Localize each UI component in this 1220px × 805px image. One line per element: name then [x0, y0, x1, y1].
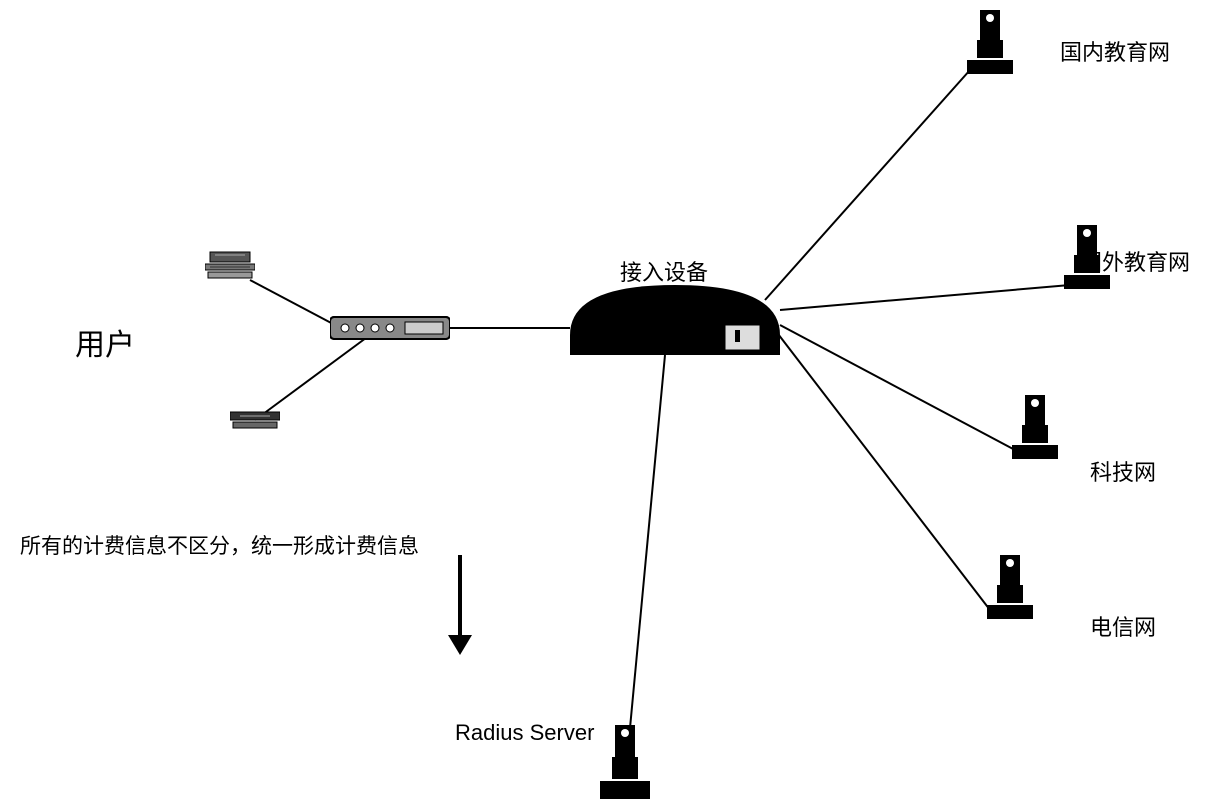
edge-user-bottom-switch: [255, 335, 370, 420]
tech-server-icon: [1010, 395, 1060, 460]
edu-cn-label: 国内教育网: [1060, 35, 1170, 67]
user-computer-bottom-icon: [230, 410, 280, 440]
edu-foreign-server-icon: [1062, 225, 1112, 290]
radius-server-icon: [600, 725, 650, 790]
edge-gateway-edu-cn: [765, 70, 970, 300]
edu-cn-server-icon: [965, 10, 1015, 75]
gateway-icon: [570, 280, 780, 355]
arrow-down-icon: [445, 555, 475, 655]
user-label: 用户: [75, 320, 135, 364]
billing-note-label: 所有的计费信息不区分，统一形成计费信息: [20, 530, 419, 560]
telecom-label: 电信网: [1090, 610, 1156, 642]
edge-gateway-radius: [630, 355, 665, 728]
user-computer-top-icon: [205, 250, 255, 280]
switch-icon: [330, 312, 450, 342]
edge-gateway-telecom: [775, 330, 990, 610]
telecom-server-icon: [985, 555, 1035, 620]
edge-gateway-tech: [780, 325, 1015, 450]
edge-gateway-edu-foreign: [780, 285, 1070, 310]
edge-user-top-switch: [250, 280, 335, 325]
radius-label: Radius Server: [455, 720, 594, 746]
tech-label: 科技网: [1090, 455, 1156, 487]
